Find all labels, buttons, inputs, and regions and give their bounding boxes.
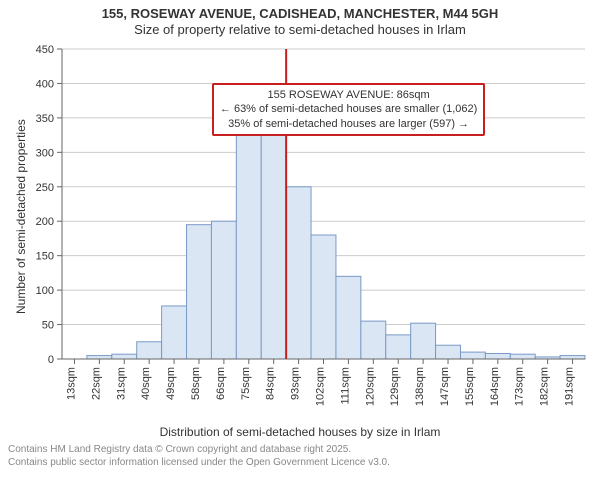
svg-text:155sqm: 155sqm [464,367,476,406]
svg-text:120sqm: 120sqm [364,367,376,406]
histogram-bar [436,345,461,359]
histogram-bar [87,355,112,358]
callout-line: ← 63% of semi-detached houses are smalle… [220,102,477,116]
histogram-bar [311,235,336,359]
svg-text:138sqm: 138sqm [414,367,426,406]
svg-text:13sqm: 13sqm [65,367,77,400]
svg-text:350: 350 [36,112,54,124]
histogram-bar [510,354,535,359]
histogram-bar [112,354,137,359]
svg-text:300: 300 [36,147,54,159]
x-axis-label: Distribution of semi-detached houses by … [0,419,600,439]
histogram-bar [336,276,361,359]
attribution-footer: Contains HM Land Registry data © Crown c… [0,439,600,469]
svg-text:250: 250 [36,181,54,193]
svg-text:58sqm: 58sqm [190,367,202,400]
svg-text:164sqm: 164sqm [489,367,501,406]
title-line2: Size of property relative to semi-detach… [0,22,600,38]
marker-callout: 155 ROSEWAY AVENUE: 86sqm← 63% of semi-d… [212,83,485,136]
histogram-bar [361,321,386,359]
histogram-bar [411,323,436,359]
footer-line1: Contains HM Land Registry data © Crown c… [8,443,592,456]
svg-text:147sqm: 147sqm [439,367,451,406]
histogram-bar [460,352,485,359]
chart-container: Number of semi-detached properties 0 50 10… [0,39,600,419]
footer-line2: Contains public sector information licen… [8,456,592,469]
histogram-bar [137,341,162,358]
svg-text:150: 150 [36,250,54,262]
chart-titles: 155, ROSEWAY AVENUE, CADISHEAD, MANCHEST… [0,0,600,39]
y-axis-label: Number of semi-detached properties [14,119,28,314]
svg-text:450: 450 [36,44,54,56]
callout-line: 35% of semi-detached houses are larger (… [220,117,477,131]
title-line1: 155, ROSEWAY AVENUE, CADISHEAD, MANCHEST… [0,6,600,22]
svg-text:173sqm: 173sqm [514,367,526,406]
histogram-bar [211,221,236,359]
histogram-bar [386,334,411,358]
svg-text:200: 200 [36,216,54,228]
svg-text:100: 100 [36,285,54,297]
svg-text:102sqm: 102sqm [315,367,327,406]
svg-text:40sqm: 40sqm [140,367,152,400]
histogram-bar [236,102,261,358]
svg-text:66sqm: 66sqm [215,367,227,400]
svg-text:182sqm: 182sqm [539,367,551,406]
svg-text:84sqm: 84sqm [265,367,277,400]
callout-line: 155 ROSEWAY AVENUE: 86sqm [220,88,477,102]
svg-text:0: 0 [48,354,54,366]
svg-text:75sqm: 75sqm [240,367,252,400]
histogram-bar [286,186,311,358]
histogram-bar [162,305,187,358]
svg-text:50: 50 [42,319,54,331]
svg-text:49sqm: 49sqm [165,367,177,400]
svg-text:93sqm: 93sqm [290,367,302,400]
histogram-bar [560,355,585,358]
svg-text:31sqm: 31sqm [115,367,127,400]
svg-text:129sqm: 129sqm [389,367,401,406]
svg-text:22sqm: 22sqm [90,367,102,400]
svg-text:191sqm: 191sqm [564,367,576,406]
histogram-bar [261,108,286,358]
svg-text:111sqm: 111sqm [339,367,351,405]
histogram-bar [485,353,510,359]
svg-text:400: 400 [36,78,54,90]
histogram-bar [187,224,212,358]
